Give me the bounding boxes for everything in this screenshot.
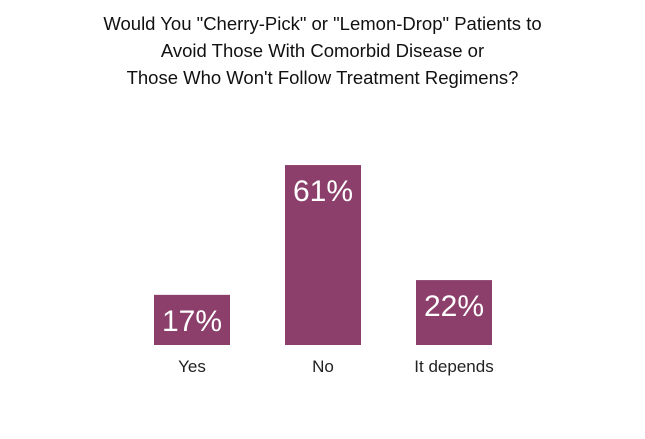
data-label-yes: 17%	[162, 305, 222, 338]
category-label-it-depends: It depends	[414, 357, 493, 376]
bar-it-depends	[416, 280, 492, 345]
category-label-yes: Yes	[178, 357, 206, 376]
data-label-it-depends: 22%	[424, 290, 484, 323]
chart-title-line-3: Those Who Won't Follow Treatment Regimen…	[126, 67, 519, 88]
chart-title-line-1: Would You "Cherry-Pick" or "Lemon-Drop" …	[103, 13, 542, 34]
bar-yes	[154, 294, 230, 345]
chart-title-line-2: Avoid Those With Comorbid Disease or	[160, 40, 485, 61]
chart-title: Would You "Cherry-Pick" or "Lemon-Drop" …	[0, 10, 645, 91]
data-label-no: 61%	[293, 175, 353, 208]
category-label-no: No	[312, 357, 334, 376]
bar-no	[285, 165, 361, 345]
